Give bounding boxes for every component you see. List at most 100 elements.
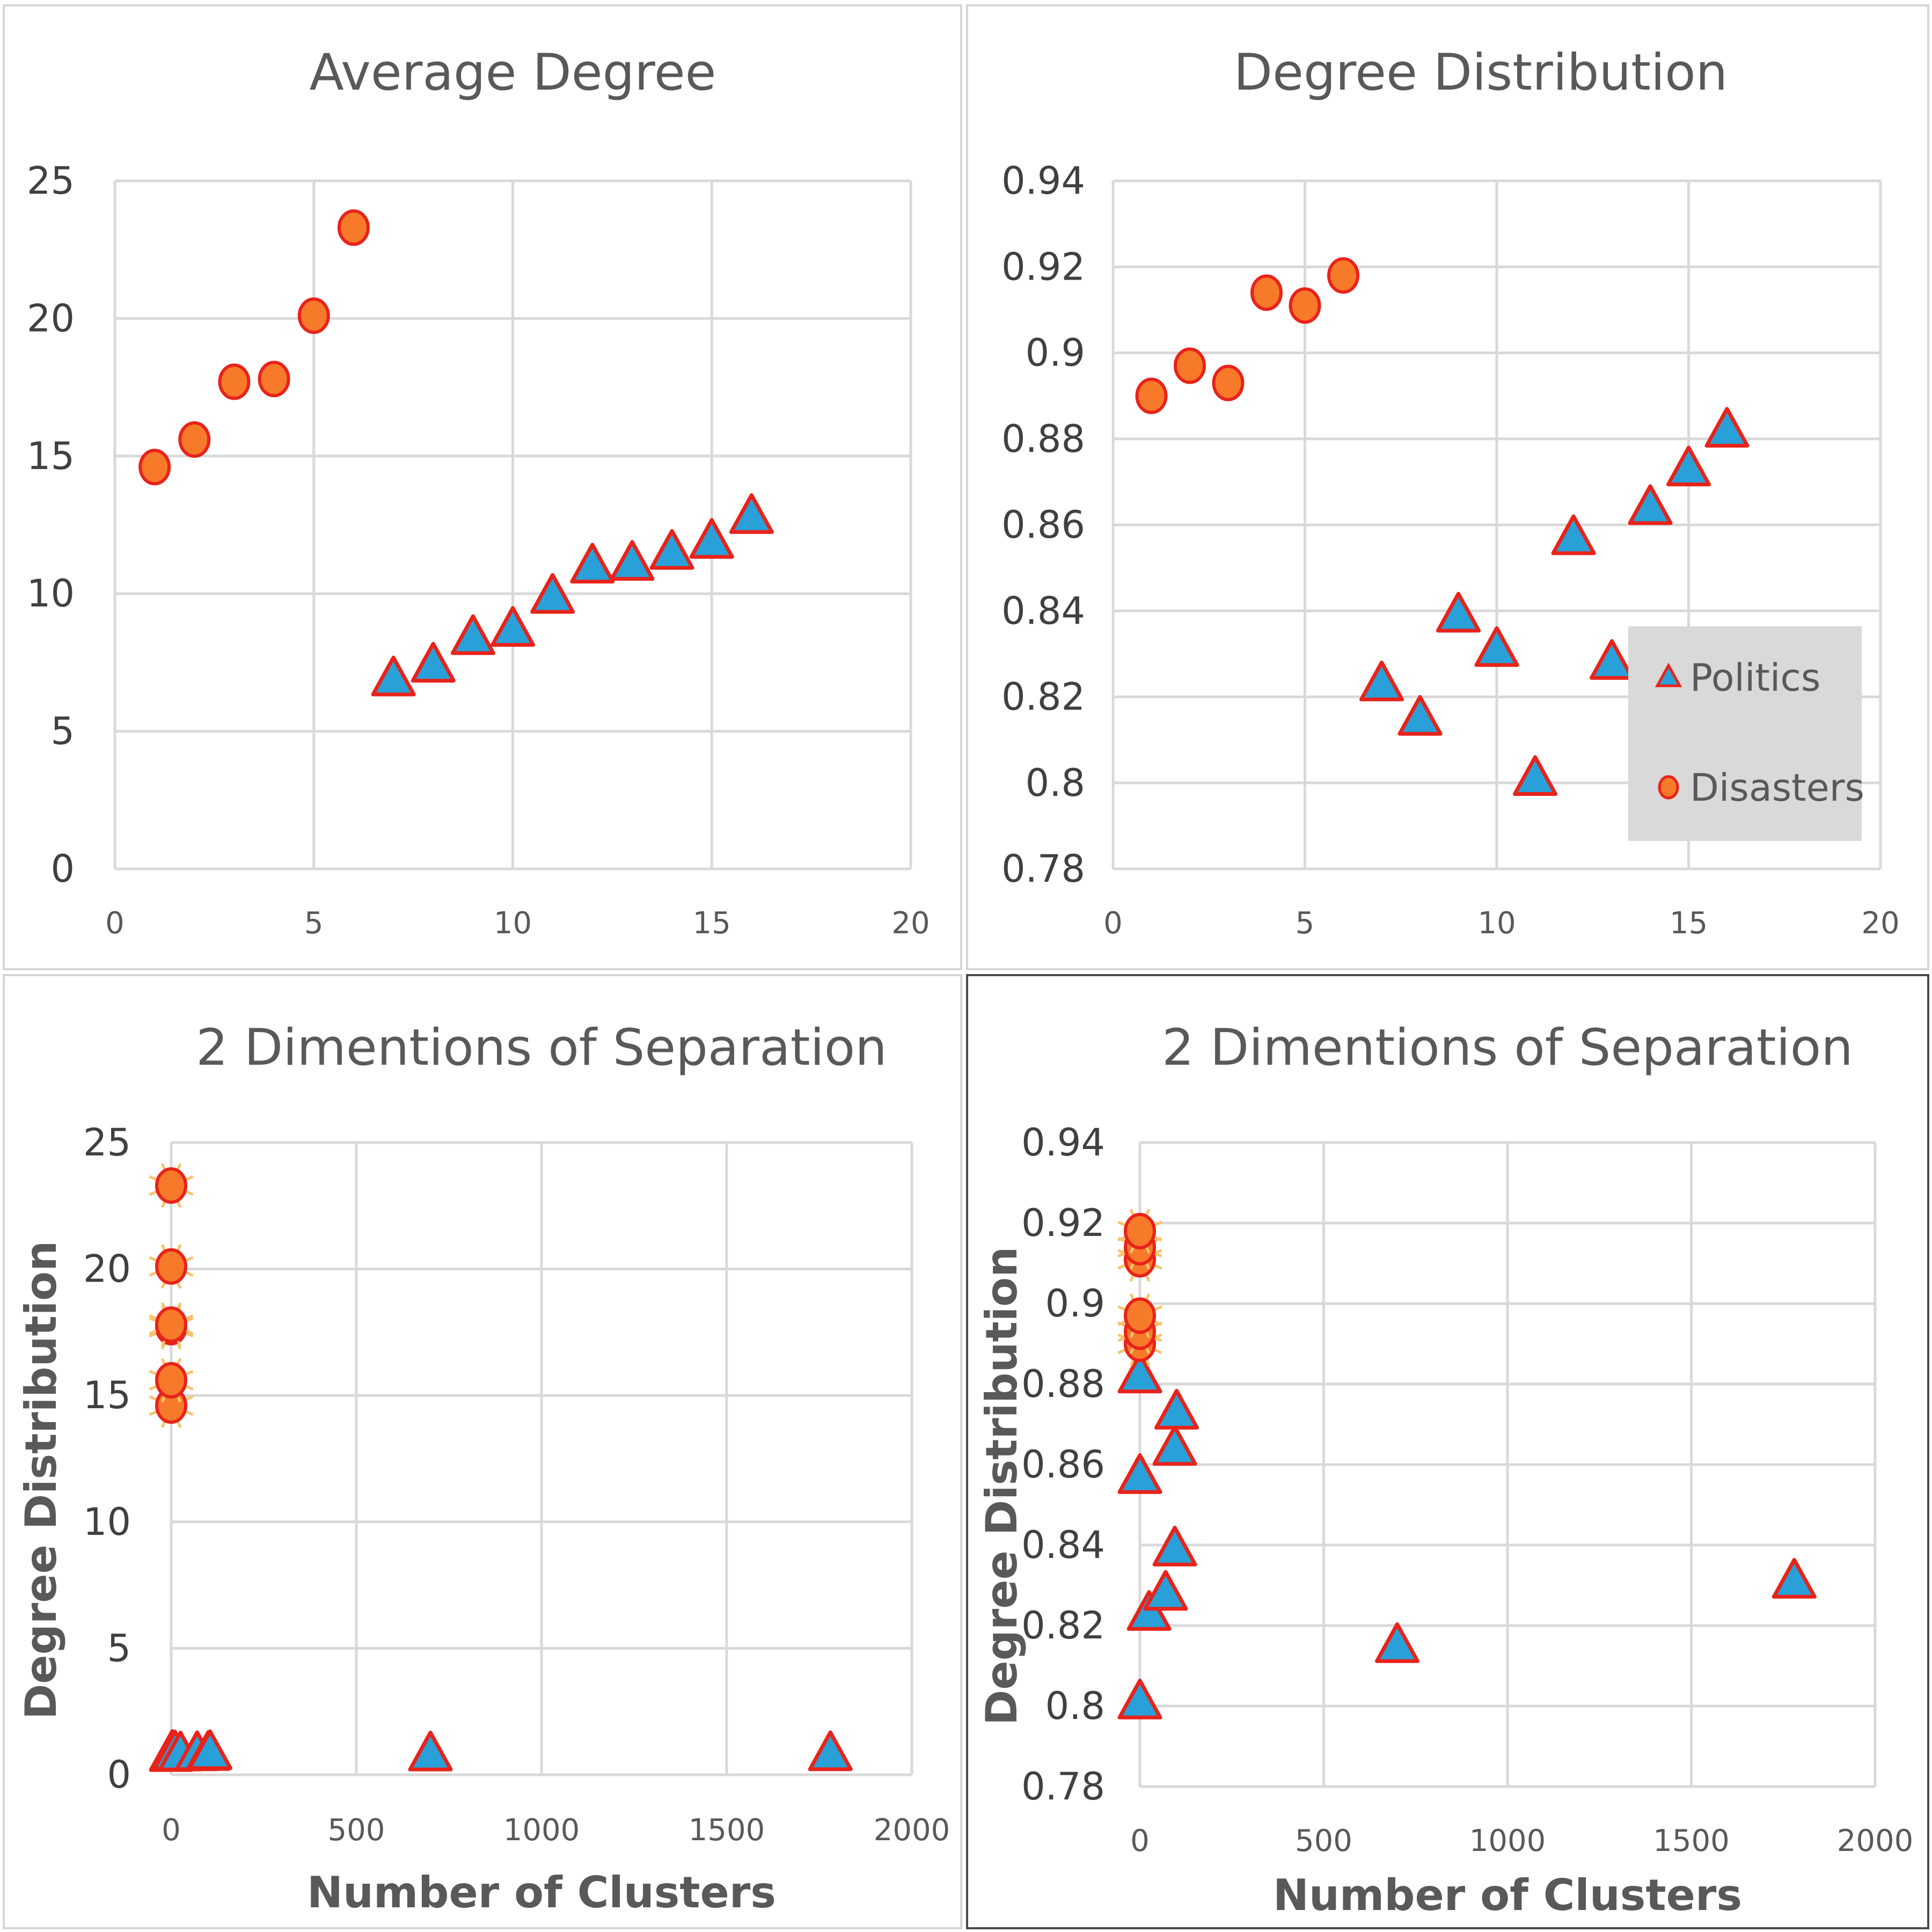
y-tick-label: 0.78: [1021, 1765, 1105, 1809]
series-politics: [1359, 407, 1750, 796]
politics-point: [729, 493, 774, 534]
gridlines: [1138, 1141, 1877, 1788]
disasters-point: [1124, 1297, 1156, 1334]
x-tick-label: 5: [304, 906, 324, 941]
disasters-point: [155, 1306, 187, 1343]
y-tick-label: 0.9: [1045, 1282, 1105, 1326]
disasters-point: [1289, 287, 1321, 324]
x-tick-label: 0: [1130, 1824, 1150, 1858]
disasters-point: [337, 209, 370, 246]
y-tick-label: 0.8: [1045, 1684, 1105, 1728]
x-tick-labels: 0 5 10 15 20: [105, 906, 930, 941]
politics-point: [371, 655, 416, 697]
politics-point: [408, 1730, 453, 1772]
disasters-point: [155, 1167, 187, 1204]
politics-point: [491, 606, 535, 647]
disasters-point: [155, 1362, 187, 1399]
x-tick-label: 0: [105, 906, 125, 941]
y-tick-label: 5: [50, 709, 75, 753]
series-disasters: [149, 1163, 194, 1428]
politics-point: [450, 614, 495, 655]
x-tick-label: 20: [891, 906, 930, 941]
x-tick-label: 10: [494, 906, 532, 941]
y-tick-label: 0.78: [1001, 847, 1085, 891]
politics-point: [1704, 407, 1750, 448]
series-disasters: [138, 209, 370, 486]
x-tick-label: 2000: [1837, 1824, 1914, 1858]
x-tick-label: 0: [162, 1813, 181, 1848]
politics-point: [689, 518, 734, 559]
chart-title: Degree Distribution: [1234, 43, 1728, 102]
y-tick-label: 0.86: [1001, 503, 1085, 547]
disasters-point: [1135, 377, 1168, 414]
chart-title: 2 Dimentions of Separation: [196, 1019, 887, 1077]
x-tick-label: 5: [1296, 906, 1315, 941]
y-tick-label: 15: [27, 434, 75, 478]
series-disasters: [1117, 1209, 1162, 1366]
y-tick-label: 0.82: [1021, 1604, 1105, 1648]
series-politics: [1117, 1352, 1817, 1719]
disasters-point: [178, 421, 211, 458]
x-tick-label: 500: [1295, 1824, 1352, 1858]
chart-svg: Degree Distribution0.780.80.820.840.860.…: [1001, 43, 1899, 941]
politics-point: [1590, 639, 1634, 680]
x-tick-label: 15: [1670, 906, 1708, 941]
x-tick-label: 15: [693, 906, 731, 941]
chart-panel-separation-distribution: 2 Dimentions of Separation 0.78 0.8 0.82 0.8…: [966, 974, 1929, 1929]
y-axis-title: Degree Distribution: [977, 1247, 1027, 1725]
x-tick-label: 10: [1477, 906, 1516, 941]
legend-box: [1628, 626, 1862, 841]
y-tick-label: 0.82: [1001, 675, 1085, 719]
disasters-point: [1327, 257, 1359, 294]
disasters-point: [1124, 1213, 1156, 1249]
x-tick-labels: 0 5 10 15 20: [1103, 906, 1899, 941]
politics-point: [808, 1730, 853, 1772]
politics-point: [1117, 1453, 1162, 1494]
politics-point: [1436, 591, 1481, 633]
legend-marker-politics: [1655, 662, 1682, 687]
y-tick-labels: 0.78 0.8 0.82 0.84 0.86 0.88 0.9 0.92 0.94: [1001, 159, 1085, 891]
y-tick-label: 0.92: [1001, 245, 1085, 289]
disasters-point: [138, 449, 171, 486]
x-tick-label: 2000: [874, 1813, 950, 1848]
y-tick-label: 0: [50, 847, 75, 891]
politics-point: [1551, 514, 1596, 555]
disasters-point: [1174, 347, 1206, 384]
legend-item-politics: Politics: [1655, 656, 1820, 700]
disasters-point: [155, 1248, 187, 1285]
y-tick-label: 0.94: [1001, 159, 1085, 203]
chart-title: Average Degree: [309, 43, 716, 102]
x-axis-title: Number of Clusters: [1273, 1870, 1742, 1920]
x-tick-label: 0: [1103, 906, 1123, 941]
x-tick-label: 1500: [689, 1813, 765, 1848]
x-tick-label: 500: [328, 1813, 385, 1848]
disasters-point: [1212, 364, 1245, 401]
y-tick-label: 20: [83, 1247, 131, 1291]
politics-point: [1375, 1622, 1419, 1663]
politics-point: [1143, 1570, 1188, 1611]
x-tick-label: 1000: [503, 1813, 580, 1848]
x-tick-labels: 0 500 1000 1500 2000: [162, 1813, 950, 1848]
y-tick-labels: 0 5 10 15 20 25: [83, 1121, 131, 1797]
politics-point: [1513, 755, 1557, 796]
x-tick-label: 1000: [1469, 1824, 1546, 1858]
chart-svg: 2 Dimentions of Separation 0 5 10 15 20 25 0 500…: [16, 1019, 950, 1918]
politics-point: [1117, 1679, 1162, 1719]
gridlines: [113, 179, 912, 870]
y-tick-labels: 0.78 0.8 0.82 0.84 0.86 0.88 0.9 0.92 0.94: [1021, 1121, 1105, 1809]
politics-point: [1152, 1526, 1197, 1567]
y-tick-label: 0.86: [1021, 1443, 1105, 1487]
series-politics: [371, 493, 774, 697]
politics-point: [187, 1729, 232, 1770]
y-tick-label: 0.88: [1001, 417, 1085, 461]
chart-panel-degree-distribution: Degree Distribution 0.78 0.8 0.82 0.84 0.86 0.…: [966, 4, 1929, 970]
politics-point: [1666, 445, 1711, 487]
legend-label-disasters: Disasters: [1690, 766, 1864, 810]
politics-point: [649, 529, 694, 570]
y-tick-label: 5: [107, 1626, 131, 1670]
y-axis-title: Degree Distribution: [16, 1241, 66, 1719]
politics-point: [1772, 1558, 1817, 1599]
series-disasters: [1135, 257, 1359, 414]
x-tick-labels: 0 500 1000 1500 2000: [1130, 1824, 1913, 1858]
politics-point: [530, 573, 575, 614]
